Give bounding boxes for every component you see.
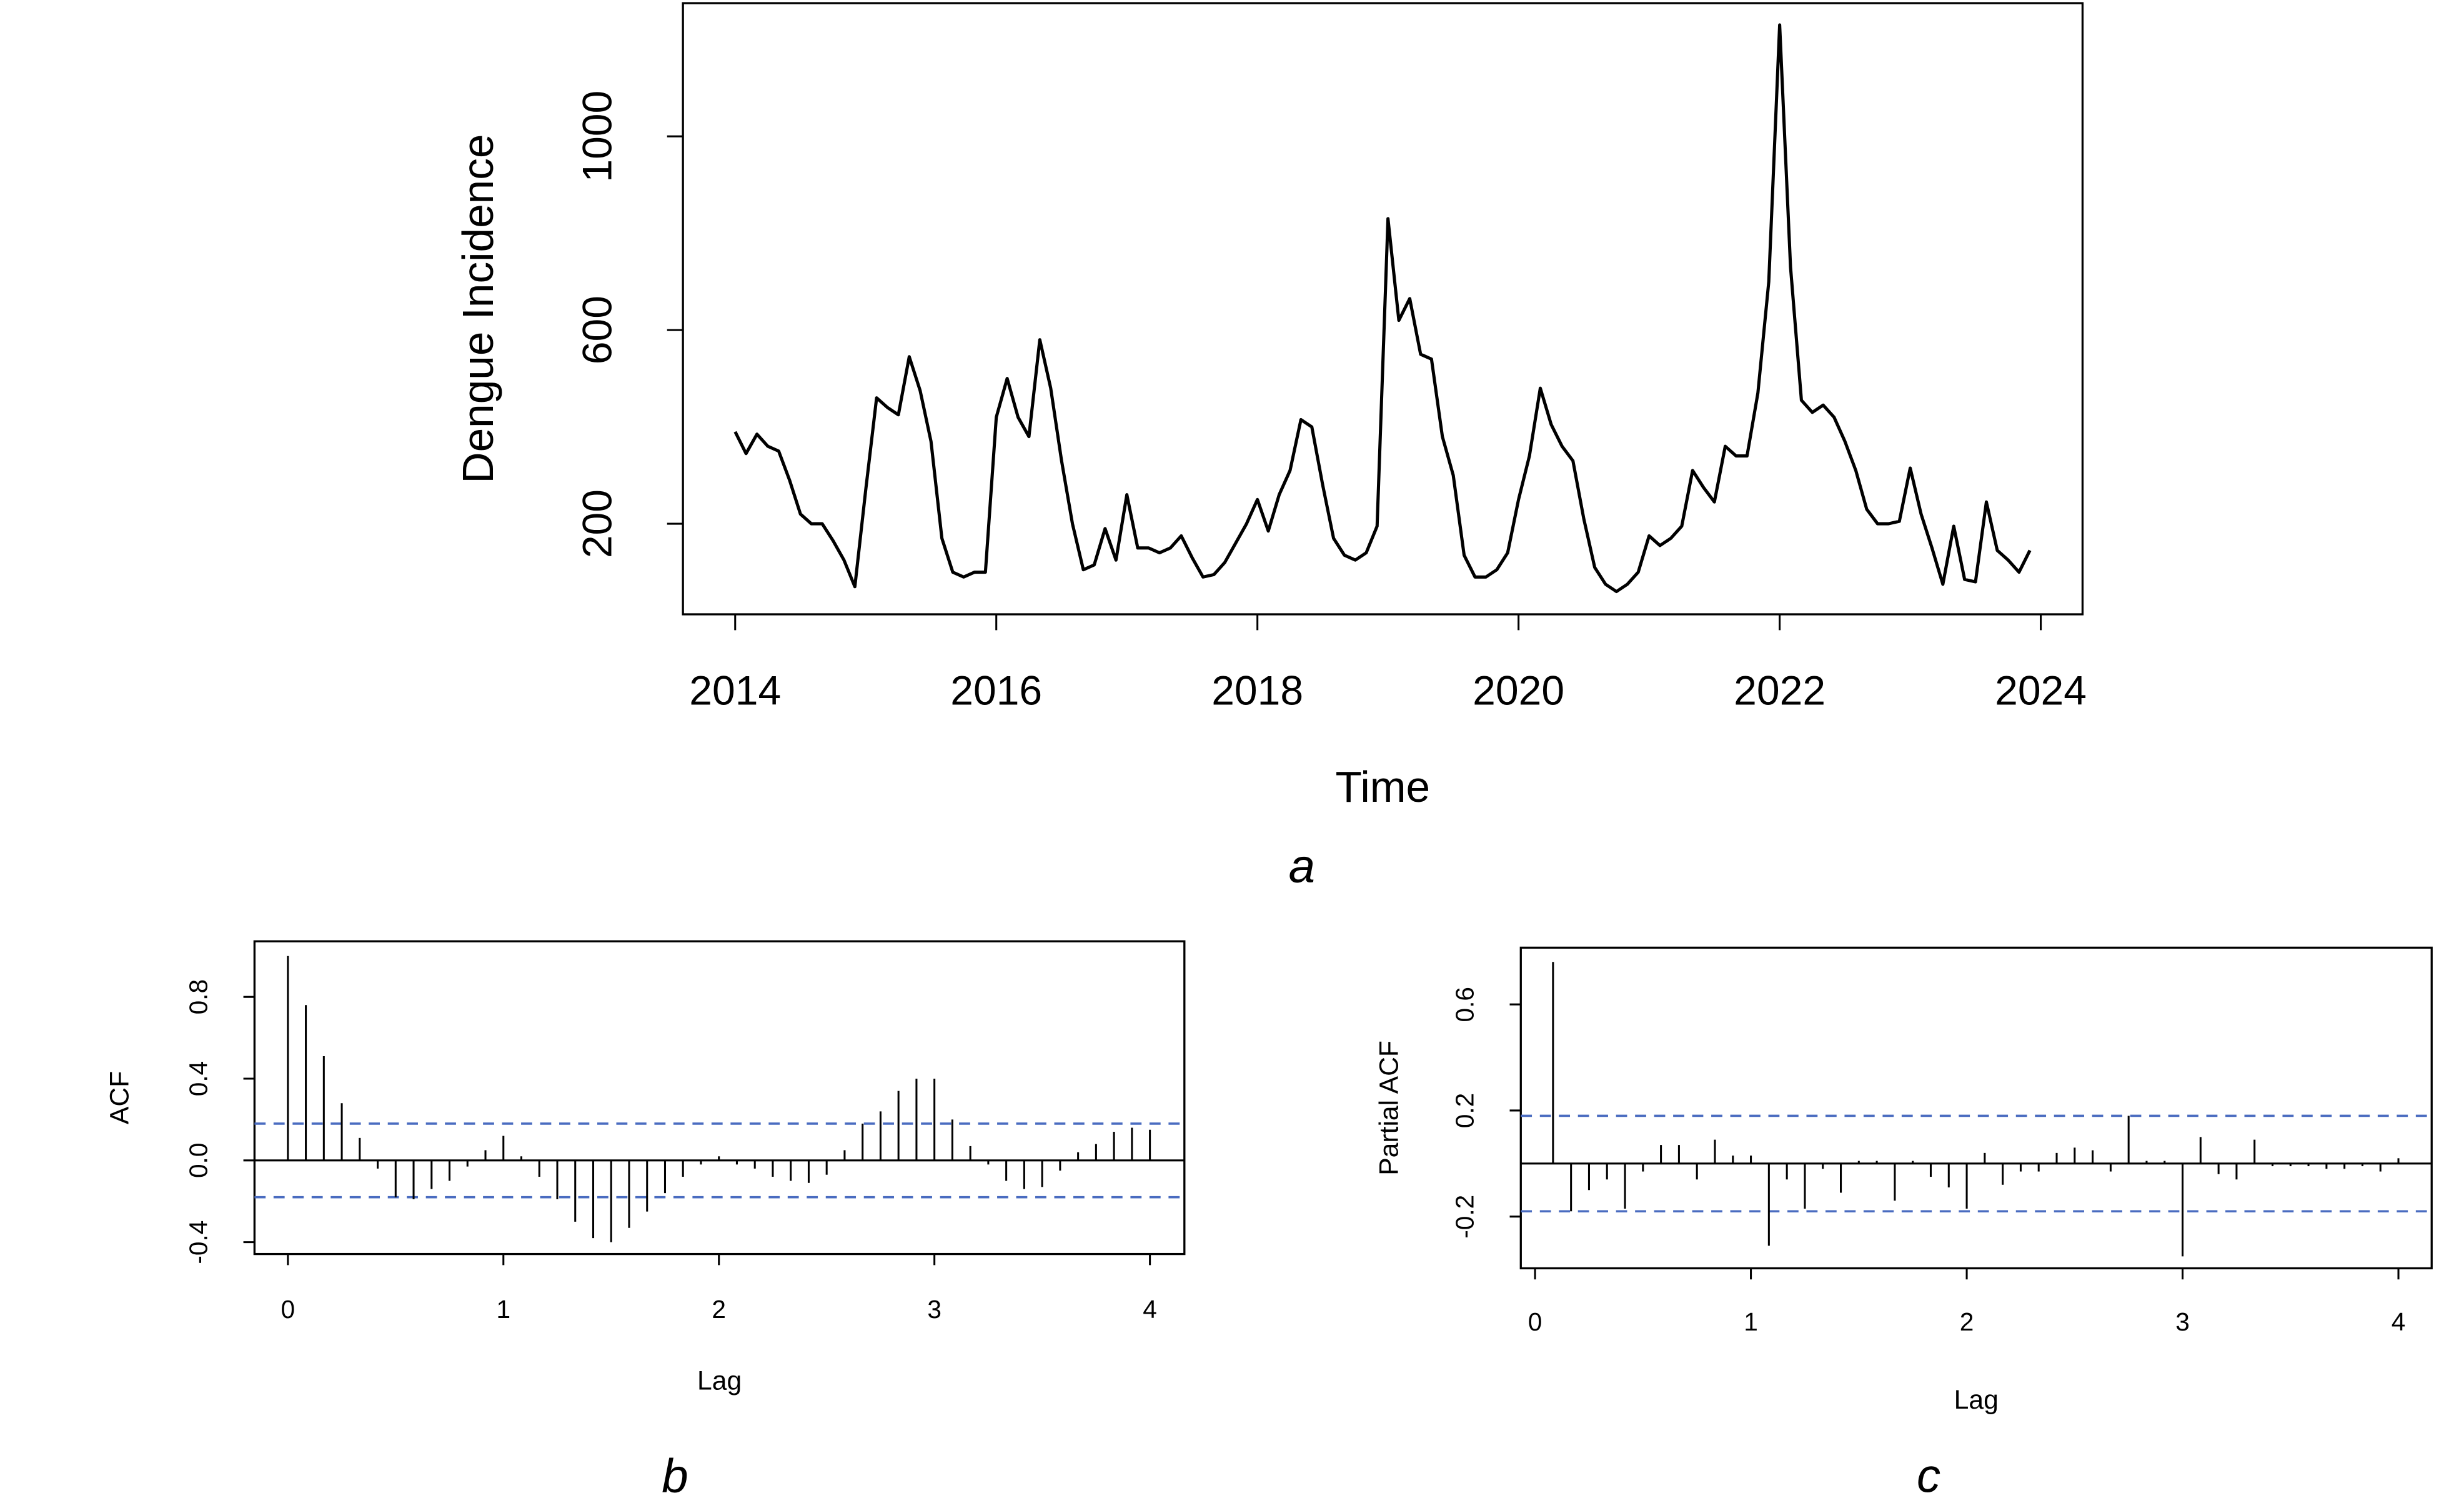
x-tick-label: 2024 bbox=[1995, 667, 2087, 713]
y-tick-label: 0.2 bbox=[1451, 1093, 1479, 1128]
x-tick-label: 0 bbox=[1528, 1307, 1542, 1336]
y-tick-label: 0.4 bbox=[184, 1061, 213, 1096]
x-tick-label: 3 bbox=[927, 1295, 941, 1324]
x-tick-label: 2 bbox=[1960, 1307, 1974, 1336]
x-tick-label: 1 bbox=[1744, 1307, 1758, 1336]
x-tick-label: 4 bbox=[2392, 1307, 2406, 1336]
panel-label: a bbox=[1289, 840, 1315, 893]
y-tick-label: 1000 bbox=[574, 91, 620, 182]
y-tick-label: 0.0 bbox=[184, 1143, 213, 1178]
x-tick-label: 2014 bbox=[689, 667, 781, 713]
x-tick-label: 3 bbox=[2175, 1307, 2190, 1336]
x-tick-label: 0 bbox=[281, 1295, 296, 1324]
x-tick-label: 4 bbox=[1143, 1295, 1157, 1324]
panel-label: c bbox=[1917, 1449, 1940, 1502]
plot-frame bbox=[253, 940, 1186, 1256]
y-tick-label: -0.2 bbox=[1451, 1195, 1479, 1239]
x-tick-label: 2018 bbox=[1211, 667, 1303, 713]
y-tick-label: 200 bbox=[574, 489, 620, 558]
y-tick-label: -0.4 bbox=[184, 1221, 213, 1264]
x-tick-label: 1 bbox=[496, 1295, 510, 1324]
x-tick-label: 2020 bbox=[1473, 667, 1564, 713]
data-line bbox=[733, 23, 2032, 594]
y-axis-label: Dengue Incidence bbox=[454, 134, 502, 484]
y-tick-label: 600 bbox=[574, 296, 620, 364]
y-tick-label: 0.8 bbox=[184, 979, 213, 1014]
x-tick-label: 2022 bbox=[1734, 667, 1826, 713]
x-axis-label: Lag bbox=[697, 1366, 742, 1396]
x-tick-label: 2 bbox=[712, 1295, 726, 1324]
plot-frame bbox=[1519, 946, 2433, 1270]
x-axis-label: Lag bbox=[1954, 1385, 1999, 1415]
panel-label: b bbox=[662, 1449, 688, 1502]
plot-frame bbox=[682, 2, 2084, 616]
y-tick-label: 0.6 bbox=[1451, 987, 1479, 1022]
x-tick-label: 2016 bbox=[950, 667, 1042, 713]
y-axis-label: Partial ACF bbox=[1374, 1041, 1404, 1176]
y-axis-label: ACF bbox=[104, 1071, 134, 1124]
x-axis-label: Time bbox=[1336, 762, 1431, 811]
